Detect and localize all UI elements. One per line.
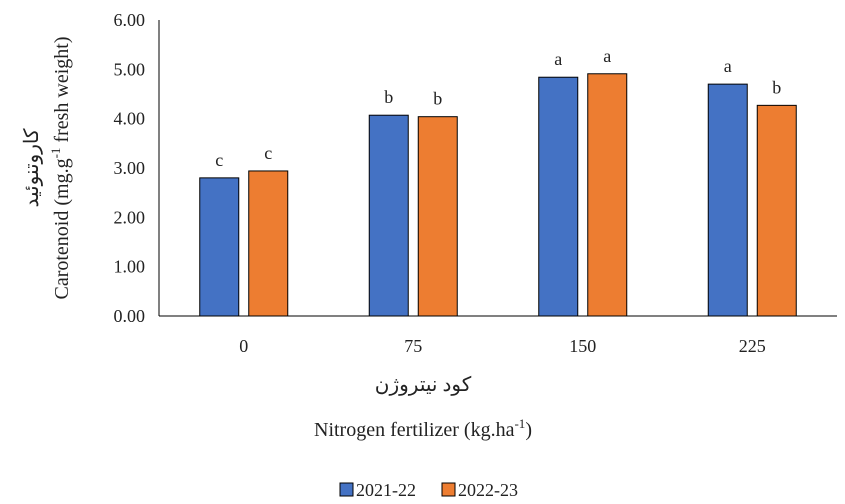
y-tick-label: 5.00 [114, 59, 146, 79]
x-tick-label: 225 [739, 336, 766, 356]
y-tick-label: 6.00 [114, 10, 146, 30]
y-axis-title-en: Carotenoid (mg.g-1 fresh weight) [48, 36, 73, 299]
y-tick-label: 4.00 [114, 109, 146, 129]
y-tick-label: 1.00 [114, 257, 146, 277]
y-axis-title-prefix: Carotenoid (mg.g [51, 158, 73, 299]
y-tick-label: 3.00 [114, 158, 146, 178]
x-axis-title-en: Nitrogen fertilizer (kg.ha-1) [314, 416, 532, 441]
bar-2022-23-225 [756, 104, 797, 317]
x-axis-title-suffix: ) [525, 419, 532, 441]
significance-letter: b [384, 87, 393, 107]
x-axis-title-prefix: Nitrogen fertilizer (kg.ha [314, 419, 515, 441]
bar-2021-22-0 [199, 177, 240, 317]
significance-letter: c [215, 150, 223, 170]
y-tick-label: 2.00 [114, 207, 146, 227]
bar-2021-22-225 [707, 83, 748, 317]
x-axis-title-fa: کود نیتروژن [375, 374, 472, 396]
x-tick-label: 0 [239, 336, 248, 356]
significance-letter: c [264, 143, 272, 163]
x-axis-ticks: 0 75 150 225 [239, 336, 766, 356]
significance-letter: b [433, 89, 442, 109]
x-tick-label: 150 [569, 336, 596, 356]
y-axis-ticks: 0.00 1.00 2.00 3.00 4.00 5.00 6.00 [114, 10, 146, 326]
bar-2021-22-150 [538, 76, 579, 317]
bar-2021-22-75 [368, 114, 409, 317]
legend-label: 2021-22 [356, 480, 416, 500]
y-axis-title-fa: کاروتنوئید [21, 128, 43, 207]
bar-2022-23-75 [417, 116, 458, 317]
legend-swatch [339, 482, 354, 497]
y-axis-title-superscript: -1 [48, 148, 63, 159]
legend-swatch [441, 482, 456, 497]
bar-2022-23-150 [587, 73, 628, 317]
x-tick-label: 75 [404, 336, 422, 356]
legend-label: 2022-23 [458, 480, 518, 500]
significance-letter: a [554, 49, 562, 69]
bar-2022-23-0 [248, 170, 289, 317]
significance-letter: a [603, 46, 611, 66]
y-axis-title-suffix: fresh weight) [51, 36, 73, 147]
x-axis-title-superscript: -1 [514, 416, 525, 431]
y-tick-label: 0.00 [114, 306, 146, 326]
bars: c c b b a a a b [199, 46, 797, 317]
significance-letter: a [724, 56, 732, 76]
legend: 2021-22 2022-23 [339, 480, 518, 500]
significance-letter: b [772, 77, 781, 97]
